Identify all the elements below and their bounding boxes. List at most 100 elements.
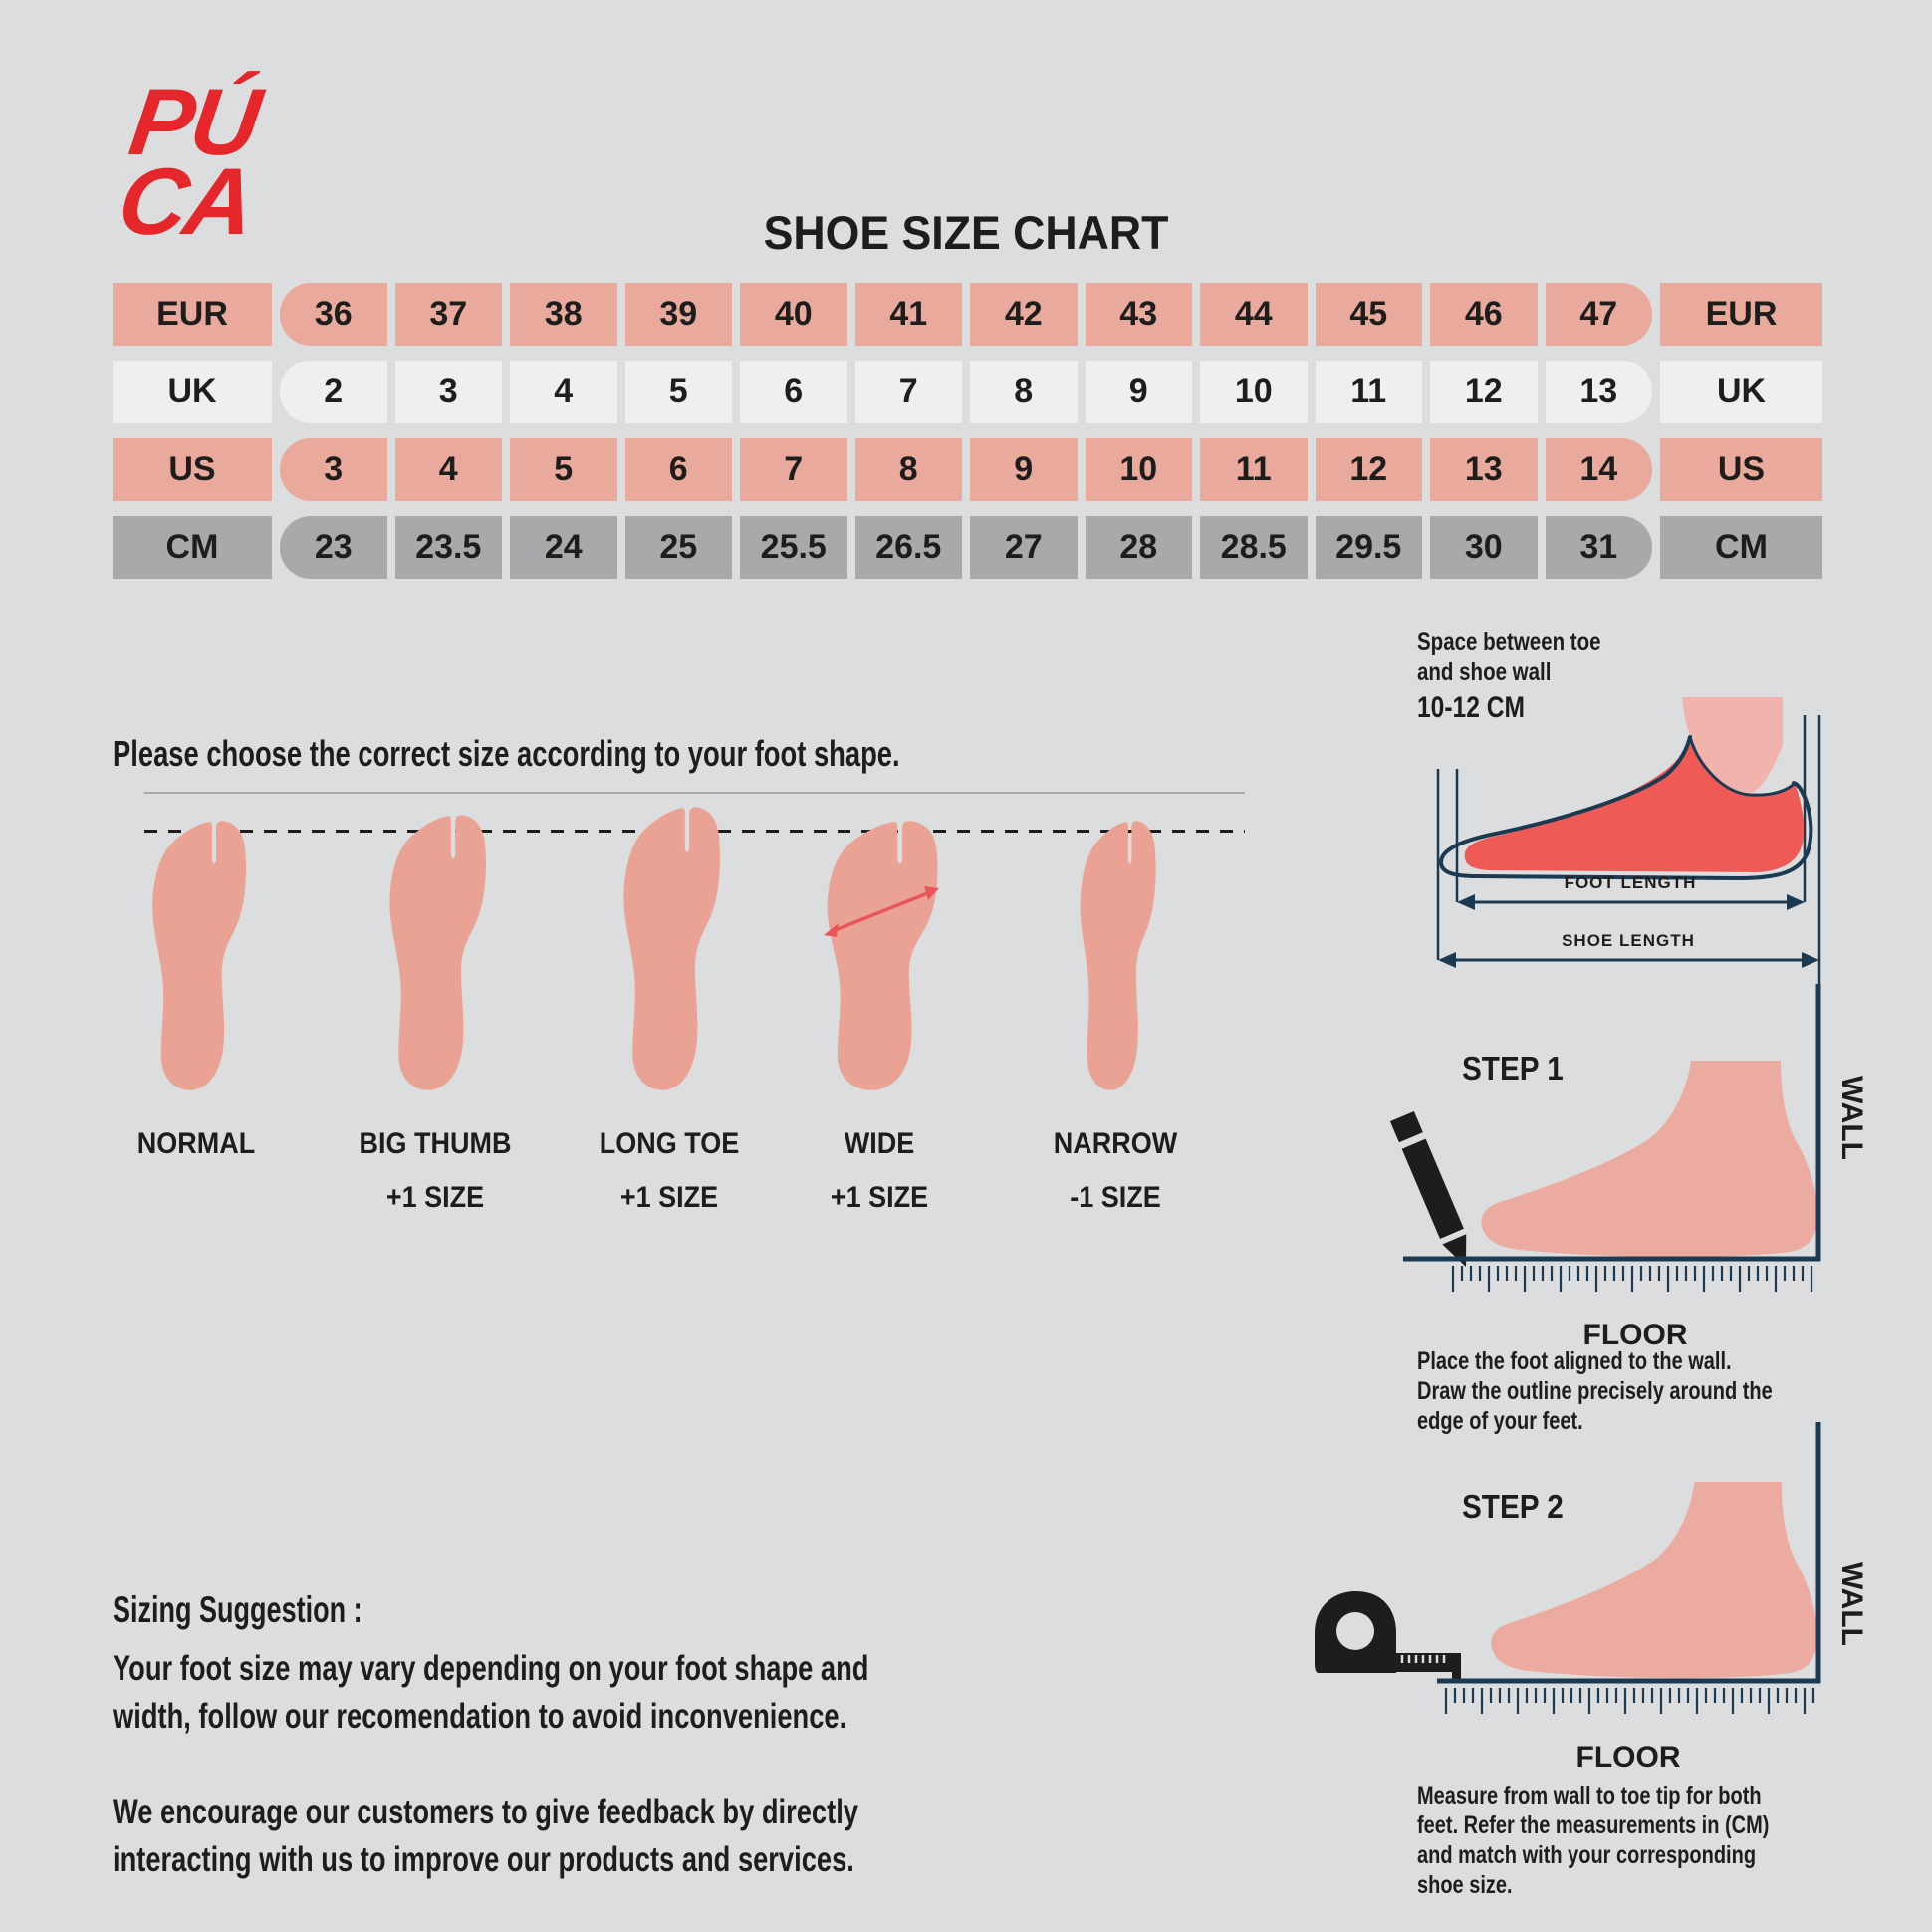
row-label-uk: UK — [113, 361, 272, 423]
size-cell-uk-2: 2 — [280, 361, 387, 423]
size-cell-eur-46: 46 — [1430, 283, 1538, 346]
foot-in-shoe — [1464, 737, 1805, 872]
size-cell-eur-47: 47 — [1545, 283, 1652, 346]
size-cell-cm-28.5: 28.5 — [1200, 516, 1308, 579]
shoe-length-label: SHOE LENGTH — [1562, 931, 1695, 950]
size-cell-uk-7: 7 — [854, 361, 962, 423]
foot-shape-big-thumb — [389, 815, 486, 1090]
row-label-us-right: US — [1660, 438, 1822, 501]
size-cell-uk-8: 8 — [970, 361, 1078, 423]
size-cell-us-14: 14 — [1545, 438, 1652, 501]
step2-desc-line: and match with your corresponding — [1417, 1841, 1757, 1869]
paragraph-line: We encourage our customers to give feedb… — [113, 1793, 858, 1831]
size-cell-us-12: 12 — [1315, 438, 1422, 501]
step1-desc-line: edge of your feet. — [1417, 1407, 1583, 1435]
shoe-outline — [1438, 735, 1813, 881]
size-table: EUR 36 37 38 39 40 41 42 43 44 45 46 47 EUR UK 2 3 4 5 6 7 8 9… — [113, 283, 1822, 579]
size-cell-eur-36: 36 — [280, 283, 387, 346]
foot-shape-label: BIG THUMB — [359, 1127, 512, 1160]
step1-description: Place the foot aligned to the wall. Draw… — [1417, 1346, 1863, 1436]
foot-shape-label: NARROW — [1053, 1127, 1178, 1160]
ruler-ticks — [1444, 1688, 1815, 1714]
size-cell-us-4: 4 — [394, 438, 502, 501]
size-cell-cm-25.5: 25.5 — [740, 516, 847, 579]
row-label-eur-right: EUR — [1660, 283, 1822, 346]
size-cell-cm-30: 30 — [1430, 516, 1538, 579]
size-cell-uk-5: 5 — [624, 361, 732, 423]
size-cell-eur-42: 42 — [970, 283, 1078, 346]
toe-space-note: Space between toe and shoe wall 10-12 CM — [1417, 627, 1601, 725]
size-cell-uk-13: 13 — [1545, 361, 1652, 423]
paragraph-line: interacting with us to improve our produ… — [113, 1840, 854, 1879]
step2-desc-line: shoe size. — [1417, 1871, 1513, 1899]
size-cell-cm-26.5: 26.5 — [854, 516, 962, 579]
measurement-lines — [1436, 715, 1821, 1022]
foot-shape-narrow — [1080, 821, 1156, 1090]
toe-space-note-line3: 10-12 CM — [1417, 691, 1526, 724]
size-cell-us-10: 10 — [1085, 438, 1192, 501]
size-cell-us-5: 5 — [510, 438, 617, 501]
size-cell-us-3: 3 — [280, 438, 387, 501]
size-cell-eur-43: 43 — [1085, 283, 1192, 346]
step2-desc-line: Measure from wall to toe tip for both — [1417, 1782, 1762, 1810]
foot-shape-label: LONG TOE — [599, 1127, 740, 1160]
foot-shape-note: +1 SIZE — [830, 1181, 929, 1214]
size-cell-us-7: 7 — [740, 438, 847, 501]
step1-desc-line: Draw the outline precisely around the — [1417, 1377, 1773, 1405]
shoe-length-arrow — [1438, 952, 1819, 968]
size-cell-eur-40: 40 — [740, 283, 847, 346]
foot-shape-label: WIDE — [844, 1127, 915, 1160]
foot-side-step1 — [1481, 1061, 1818, 1258]
step2-floor-label: FLOOR — [1576, 1741, 1681, 1774]
foot-shape-note: -1 SIZE — [1070, 1181, 1161, 1214]
size-cell-cm-24: 24 — [510, 516, 617, 579]
sizing-paragraph-2: We encourage our customers to give feedb… — [113, 1789, 858, 1884]
size-cell-eur-44: 44 — [1200, 283, 1308, 346]
size-cell-eur-41: 41 — [854, 283, 962, 346]
toe-space-note-line1: Space between toe — [1417, 628, 1601, 656]
sizing-suggestion-heading: Sizing Suggestion : — [113, 1589, 362, 1630]
step2-description: Measure from wall to toe tip for both fe… — [1417, 1781, 1863, 1900]
size-cell-uk-11: 11 — [1315, 361, 1422, 423]
size-cell-uk-10: 10 — [1200, 361, 1308, 423]
size-cell-cm-27: 27 — [970, 516, 1078, 579]
size-cell-cm-23: 23 — [280, 516, 387, 579]
shoe-length-diagram: FOOT LENGTH SHOE LENGTH — [1436, 697, 1821, 1022]
tape-measure-icon — [1315, 1591, 1461, 1680]
size-cell-eur-37: 37 — [394, 283, 502, 346]
size-cell-cm-25: 25 — [624, 516, 732, 579]
size-cell-eur-45: 45 — [1315, 283, 1422, 346]
size-cell-cm-29.5: 29.5 — [1315, 516, 1422, 579]
size-cell-us-9: 9 — [970, 438, 1078, 501]
foot-side-step2 — [1491, 1482, 1817, 1679]
page-title: SHOE SIZE CHART — [763, 206, 1169, 259]
size-cell-eur-39: 39 — [624, 283, 732, 346]
foot-shape-note: +1 SIZE — [385, 1181, 485, 1214]
row-label-cm: CM — [113, 516, 272, 579]
foot-shape-long-toe — [623, 807, 720, 1090]
row-label-us: US — [113, 438, 272, 501]
size-cell-us-13: 13 — [1430, 438, 1538, 501]
foot-shape-label: NORMAL — [136, 1127, 256, 1160]
size-cell-cm-31: 31 — [1545, 516, 1652, 579]
size-cell-uk-6: 6 — [740, 361, 847, 423]
size-cell-us-8: 8 — [854, 438, 962, 501]
size-cell-cm-28: 28 — [1085, 516, 1192, 579]
size-cell-uk-12: 12 — [1430, 361, 1538, 423]
size-cell-eur-38: 38 — [510, 283, 617, 346]
divider-line — [144, 792, 1245, 794]
sizing-paragraph-1: Your foot size may vary depending on you… — [113, 1645, 868, 1741]
row-label-cm-right: CM — [1660, 516, 1822, 579]
leg — [1682, 697, 1783, 795]
size-cell-uk-3: 3 — [394, 361, 502, 423]
toe-space-note-line2: and shoe wall — [1417, 658, 1552, 686]
foot-shape-note: +1 SIZE — [619, 1181, 719, 1214]
step1-wall-label: WALL — [1835, 1076, 1868, 1160]
step2-wall-label: WALL — [1835, 1562, 1868, 1646]
foot-length-label: FOOT LENGTH — [1565, 873, 1697, 892]
step1-diagram: WALL FLOOR — [1389, 984, 1868, 1351]
paragraph-line: width, follow our recomendation to avoid… — [113, 1697, 847, 1736]
step1-desc-line: Place the foot aligned to the wall. — [1417, 1347, 1732, 1375]
step1-title: STEP 1 — [1462, 1050, 1564, 1087]
size-cell-uk-4: 4 — [510, 361, 617, 423]
